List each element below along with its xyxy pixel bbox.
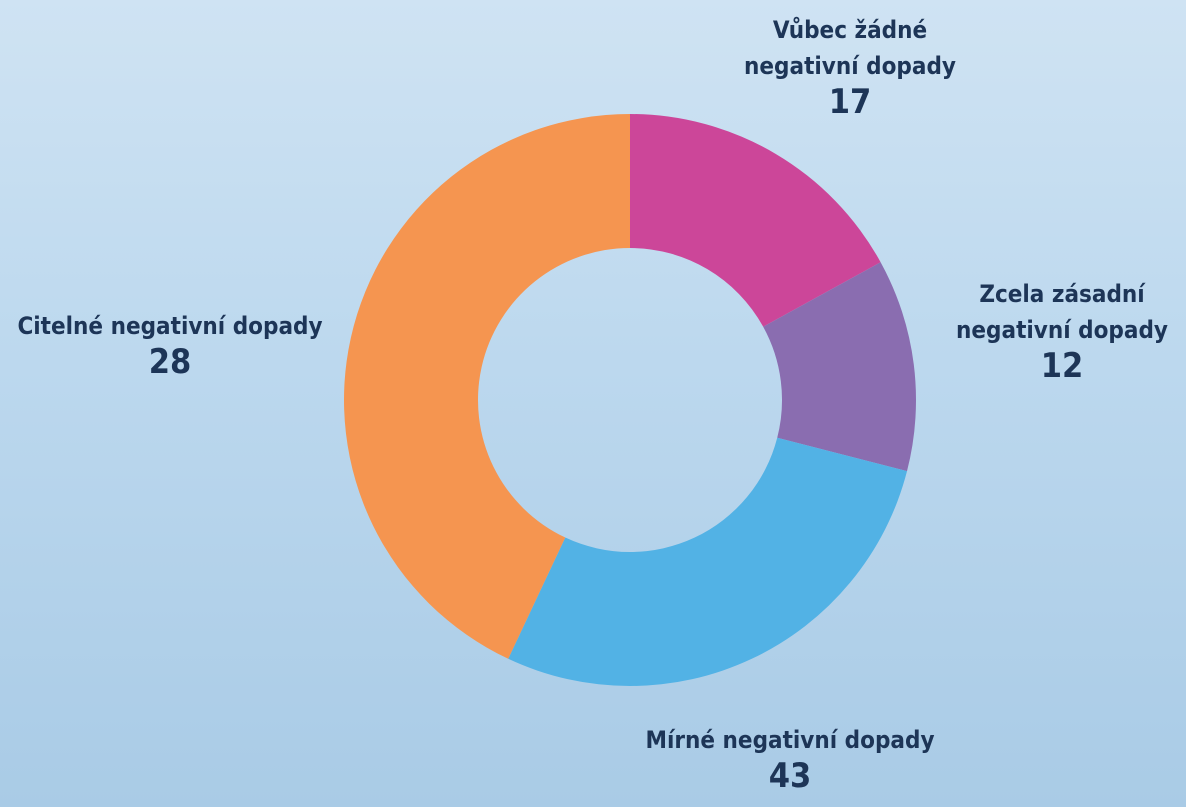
- category-name: Zcela zásadní negativní dopady: [956, 280, 1168, 344]
- value-label: 43: [768, 756, 812, 796]
- category-name: Mírné negativní dopady: [645, 726, 935, 754]
- slice-label: Mírné negativní dopady 43: [610, 722, 970, 794]
- value-label: 17: [828, 82, 872, 122]
- slice-label: Vůbec žádné negativní dopady 17: [725, 12, 975, 120]
- value-label: 28: [148, 342, 192, 382]
- value-label: 12: [1040, 346, 1084, 386]
- donut-slice: [630, 114, 881, 327]
- donut-slice: [763, 262, 916, 472]
- donut-slice: [508, 437, 908, 686]
- category-name: Vůbec žádné negativní dopady: [744, 16, 956, 80]
- slice-label: Citelné negativní dopady 28: [0, 308, 350, 380]
- donut-slice: [343, 113, 630, 659]
- category-name: Citelné negativní dopady: [17, 312, 323, 340]
- slice-label: Zcela zásadní negativní dopady 12: [937, 276, 1186, 384]
